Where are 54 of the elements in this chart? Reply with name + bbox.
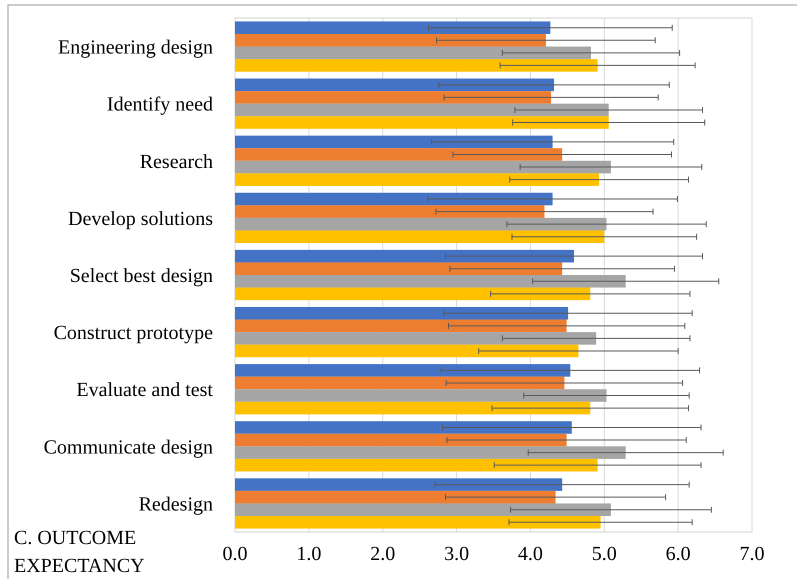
bar [235, 262, 562, 275]
bar [235, 104, 609, 116]
bar [235, 91, 552, 104]
bar [235, 490, 556, 504]
bar [235, 332, 596, 345]
y-tick-label: Research [140, 150, 213, 173]
bar [235, 46, 591, 60]
bar [235, 192, 553, 206]
y-tick-label: Identify need [106, 94, 213, 116]
bar [235, 320, 567, 332]
bar [235, 205, 544, 218]
bar [235, 288, 590, 300]
x-tick-label: 6.0 [666, 543, 691, 566]
bar [235, 173, 600, 186]
bar [235, 59, 598, 72]
bar [235, 218, 606, 230]
bar [235, 402, 590, 414]
y-tick-label: Select best design [70, 265, 213, 287]
bar [235, 478, 562, 491]
bar [235, 503, 611, 516]
bar [235, 364, 570, 377]
y-tick-label: Communicate design [44, 436, 213, 458]
x-tick-label: 4.0 [518, 543, 543, 566]
bar [235, 434, 567, 446]
bar [235, 376, 564, 390]
bar [235, 389, 606, 402]
bar [235, 516, 601, 529]
x-tick-label: 3.0 [444, 543, 470, 566]
x-tick-label: 2.0 [370, 543, 396, 566]
bar [235, 148, 562, 161]
y-tick-label: Develop solutions [68, 208, 214, 230]
bar [235, 421, 572, 434]
bar [235, 160, 611, 174]
bar [235, 275, 626, 288]
bar [235, 136, 553, 148]
y-tick-label: Construct prototype [54, 322, 214, 344]
bar [235, 78, 554, 92]
y-tick-label: Engineering design [58, 36, 213, 59]
y-tick-label: Redesign [138, 493, 213, 516]
bar [235, 34, 546, 47]
bar [235, 250, 574, 262]
bar [235, 458, 598, 472]
x-tick-label: 7.0 [740, 543, 764, 566]
x-tick-label: 1.0 [296, 543, 322, 566]
bar [235, 21, 550, 34]
bar [235, 446, 626, 459]
text: C. OUTCOME EXPECTANCY [14, 527, 145, 577]
bar [235, 116, 609, 129]
bar [235, 344, 578, 358]
x-tick-label: 5.0 [592, 543, 617, 566]
bar [235, 230, 604, 244]
y-tick-label: Evaluate and test [76, 379, 214, 402]
bar [235, 306, 568, 320]
x-tick-label: 0.0 [222, 543, 248, 566]
